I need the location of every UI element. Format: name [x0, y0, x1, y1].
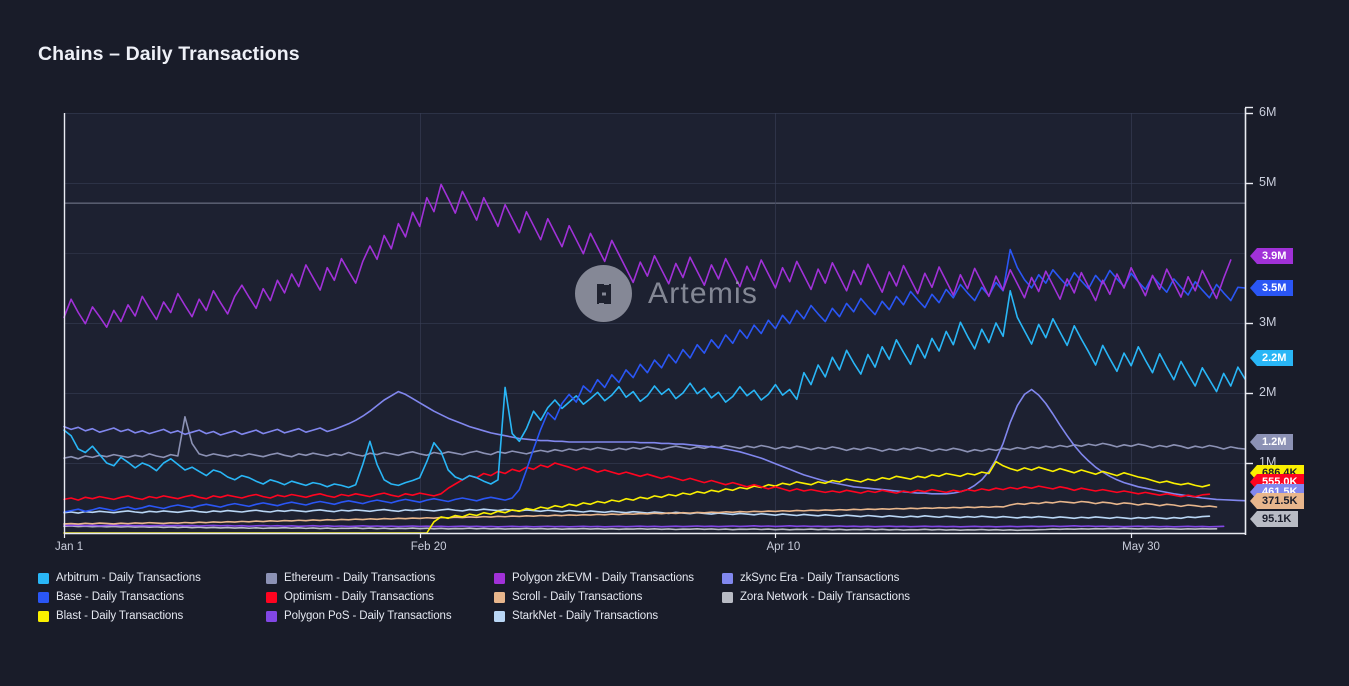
legend-item-zksync-era[interactable]: zkSync Era - Daily Transactions [722, 570, 950, 586]
series-line-optimism [63, 462, 1211, 501]
series-line-scroll [63, 500, 1218, 525]
legend-item-label: StarkNet - Daily Transactions [512, 610, 659, 622]
legend-spacer [950, 570, 1180, 586]
legend-item-ethereum[interactable]: Ethereum - Daily Transactions [266, 570, 494, 586]
legend-item-starknet[interactable]: StarkNet - Daily Transactions [494, 608, 722, 624]
page-title: Chains – Daily Transactions [38, 43, 300, 65]
legend-item-polygon-zkevm[interactable]: Polygon zkEVM - Daily Transactions [494, 570, 722, 586]
legend-swatch-icon [38, 572, 49, 584]
legend-item-label: zkSync Era - Daily Transactions [740, 572, 900, 584]
y-axis-tick-label: 6M [1259, 105, 1277, 119]
series-line-polygon-pos [63, 524, 1225, 528]
series-line-starknet [63, 508, 1211, 520]
legend-spacer [722, 608, 950, 624]
legend-swatch-icon [266, 610, 277, 622]
legend-spacer [950, 608, 1180, 624]
legend-swatch-icon [494, 572, 505, 584]
legend-item-label: Scroll - Daily Transactions [512, 591, 643, 603]
artemis-watermark: Artemis [575, 265, 758, 322]
series-line-ethereum [63, 416, 1246, 460]
x-axis-tick-label: May 30 [1122, 541, 1160, 553]
legend-swatch-icon [266, 572, 277, 584]
legend-item-label: Blast - Daily Transactions [56, 610, 184, 622]
legend-item-label: Optimism - Daily Transactions [284, 591, 434, 603]
legend-item-label: Base - Daily Transactions [56, 591, 184, 603]
legend-item-label: Polygon PoS - Daily Transactions [284, 610, 452, 622]
value-flag-arbitrum: 2.2M [1250, 350, 1294, 366]
legend-item-label: Zora Network - Daily Transactions [740, 591, 910, 603]
series-line-zksync-era [63, 388, 1246, 502]
legend-item-polygon-pos[interactable]: Polygon PoS - Daily Transactions [266, 608, 494, 624]
legend-spacer [950, 589, 1180, 605]
legend-item-label: Ethereum - Daily Transactions [284, 572, 436, 584]
x-axis-tick-label: Feb 20 [410, 541, 447, 553]
legend-item-blast[interactable]: Blast - Daily Transactions [38, 608, 266, 624]
value-flag-polygon-zkevm: 3.9M [1250, 248, 1294, 264]
legend-item-label: Arbitrum - Daily Transactions [56, 572, 201, 584]
artemis-logo-icon [575, 265, 632, 322]
legend-swatch-icon [494, 591, 505, 603]
y-axis-tick-label: 5M [1259, 175, 1277, 189]
series-line-zora-network [63, 525, 1218, 532]
x-axis-tick-label: Apr 10 [766, 541, 801, 553]
value-flag-base: 3.5M [1250, 280, 1294, 296]
value-flag-zora-network: 95.1K [1250, 511, 1299, 527]
legend-item-scroll[interactable]: Scroll - Daily Transactions [494, 589, 722, 605]
series-line-blast [63, 460, 1211, 534]
legend-swatch-icon [722, 572, 733, 584]
legend-swatch-icon [266, 591, 277, 603]
legend-item-arbitrum[interactable]: Arbitrum - Daily Transactions [38, 570, 266, 586]
legend-item-base[interactable]: Base - Daily Transactions [38, 589, 266, 605]
y-axis-tick-label: 3M [1259, 315, 1277, 329]
chart-legend: Arbitrum - Daily Transactions Ethereum - … [38, 570, 1238, 624]
legend-swatch-icon [38, 591, 49, 603]
x-axis-tick-label: Jan 1 [55, 541, 84, 553]
value-flag-scroll: 371.5K [1250, 493, 1305, 509]
legend-swatch-icon [722, 591, 733, 603]
legend-item-optimism[interactable]: Optimism - Daily Transactions [266, 589, 494, 605]
legend-swatch-icon [494, 610, 505, 622]
y-axis-tick-label: 2M [1259, 385, 1277, 399]
legend-swatch-icon [38, 610, 49, 622]
value-flag-ethereum: 1.2M [1250, 434, 1294, 450]
artemis-brand-text: Artemis [648, 276, 759, 310]
legend-item-zora-network[interactable]: Zora Network - Daily Transactions [722, 589, 950, 605]
legend-item-label: Polygon zkEVM - Daily Transactions [512, 572, 694, 584]
